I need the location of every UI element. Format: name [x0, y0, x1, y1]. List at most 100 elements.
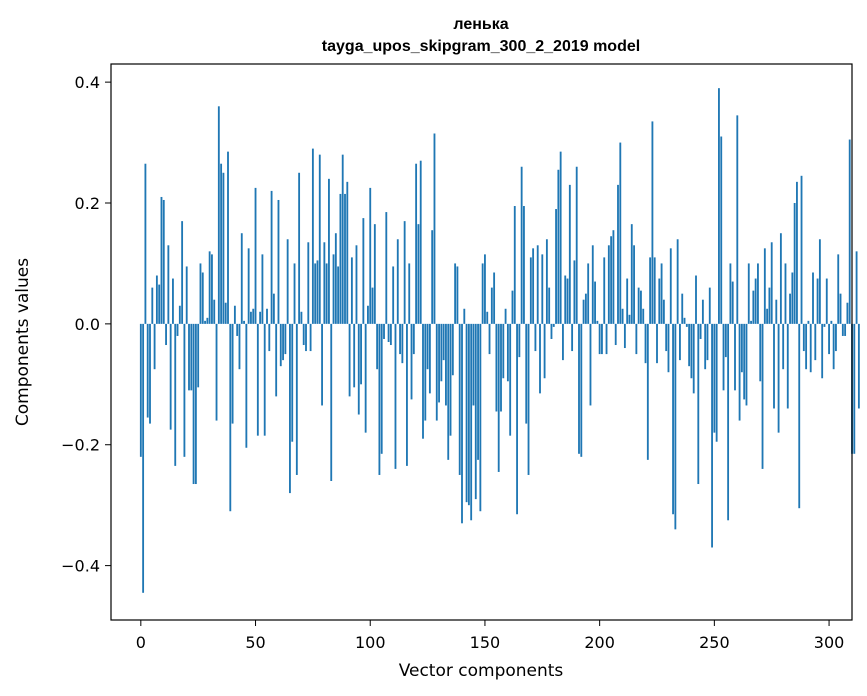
bar	[144, 163, 147, 324]
bar	[695, 275, 697, 324]
bar	[846, 302, 849, 324]
bar	[539, 323, 541, 394]
bar	[692, 323, 695, 394]
bar	[718, 88, 720, 324]
bar	[500, 323, 502, 412]
bar	[259, 311, 262, 324]
bar	[658, 278, 661, 324]
bar	[247, 248, 250, 324]
bar	[575, 166, 578, 324]
bar	[321, 323, 323, 406]
bar	[479, 323, 482, 512]
bar	[798, 323, 801, 509]
bar	[360, 323, 362, 385]
bar	[142, 323, 145, 593]
bar	[564, 275, 567, 324]
x-tick-label: 150	[470, 633, 501, 652]
bar	[750, 320, 752, 324]
bar	[745, 323, 748, 406]
chart-title: ленька	[453, 16, 508, 33]
bar	[289, 323, 291, 494]
bar	[139, 323, 142, 457]
bar	[802, 323, 805, 352]
bar	[523, 206, 525, 324]
bar	[701, 299, 704, 324]
bar	[442, 323, 445, 361]
bar	[800, 175, 803, 324]
bar	[543, 323, 546, 379]
bar	[172, 278, 174, 324]
bar	[683, 317, 686, 324]
bar	[786, 323, 789, 409]
bar	[169, 323, 172, 430]
bar	[665, 323, 668, 352]
bar	[364, 323, 367, 433]
bar	[204, 320, 206, 324]
bar	[669, 248, 672, 324]
bar	[474, 323, 477, 500]
bar	[463, 308, 466, 324]
bar	[422, 323, 424, 439]
bar	[649, 257, 652, 324]
bar	[153, 323, 156, 370]
bar	[417, 224, 420, 324]
bar	[825, 278, 828, 324]
bar	[376, 323, 379, 370]
bar	[757, 263, 759, 324]
bar	[571, 323, 574, 352]
x-tick-label: 250	[699, 633, 730, 652]
bar	[770, 242, 773, 324]
bar	[727, 323, 730, 521]
bar	[295, 323, 298, 475]
bar	[525, 323, 528, 424]
bar	[495, 323, 498, 412]
x-tick-label: 300	[814, 633, 845, 652]
bar	[401, 323, 404, 364]
bar	[796, 181, 798, 324]
bar	[812, 272, 814, 324]
plot-frame	[110, 63, 853, 621]
bar	[263, 323, 266, 436]
bar	[341, 154, 344, 324]
bar	[681, 293, 684, 324]
y-tick-label: 0.4	[75, 73, 100, 92]
bar	[149, 323, 151, 424]
bar	[734, 323, 736, 391]
bar	[240, 233, 243, 324]
bar	[206, 317, 209, 324]
bar	[518, 323, 521, 358]
bar	[355, 245, 358, 324]
bar	[151, 287, 154, 324]
bar	[433, 133, 436, 324]
bar	[208, 251, 211, 324]
bar	[534, 323, 537, 352]
bar	[591, 245, 594, 324]
bar	[309, 323, 312, 352]
bar	[656, 323, 658, 364]
bar	[302, 323, 305, 346]
bar	[821, 323, 824, 379]
bar	[470, 323, 473, 521]
bar	[408, 263, 411, 324]
bar	[396, 239, 399, 324]
bar	[415, 163, 418, 324]
bar	[536, 245, 539, 324]
bar	[325, 263, 328, 324]
bar	[617, 184, 619, 324]
bar	[484, 254, 486, 324]
bar	[573, 260, 576, 324]
bar	[552, 323, 555, 327]
bar	[548, 287, 551, 324]
bar	[286, 239, 289, 324]
x-tick-label: 50	[245, 633, 265, 652]
bar	[155, 275, 158, 324]
bar	[190, 323, 193, 391]
bar	[550, 323, 553, 339]
bar	[282, 323, 284, 361]
bar	[614, 323, 617, 346]
bar	[672, 323, 674, 515]
bar	[841, 323, 844, 336]
y-ticks: −0.4 −0.2 0.0 0.2 0.4	[61, 73, 111, 576]
bar	[406, 323, 408, 466]
bar	[449, 323, 452, 436]
